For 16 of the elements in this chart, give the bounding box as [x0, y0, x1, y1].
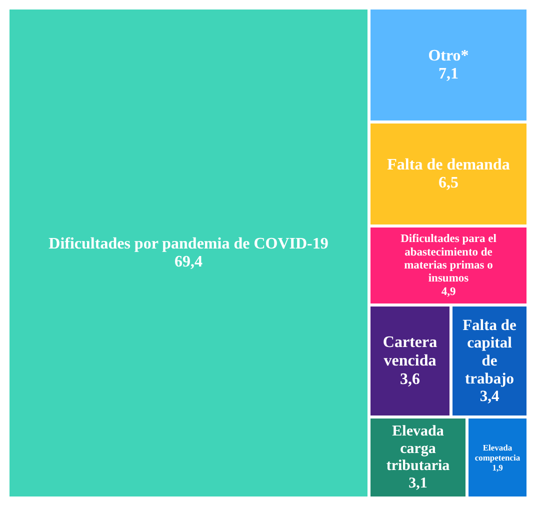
- category-label: Cartera vencida: [382, 334, 438, 370]
- data-label: 3,4: [480, 388, 500, 406]
- data-label: 7,1: [438, 66, 458, 83]
- data-label: 6,5: [438, 174, 458, 192]
- category-label: Dificultades por pandemia de COVID-19: [48, 235, 328, 252]
- category-label: Falta de capital de trabajo: [462, 316, 517, 388]
- data-label: 1,9: [492, 462, 503, 472]
- data-label: 4,9: [441, 286, 456, 298]
- category-label: Otro*: [428, 47, 469, 64]
- data-label: 69,4: [174, 254, 202, 271]
- category-label: Elevada carga tributaria: [386, 424, 450, 474]
- category-label: Falta de demanda: [387, 156, 510, 174]
- data-label: 3,6: [400, 370, 420, 388]
- data-label: 3,1: [408, 475, 428, 492]
- category-label: Elevada competencia: [474, 442, 521, 462]
- category-label: Dificultades para el abastecimiento de materias primas o insumos: [400, 233, 496, 285]
